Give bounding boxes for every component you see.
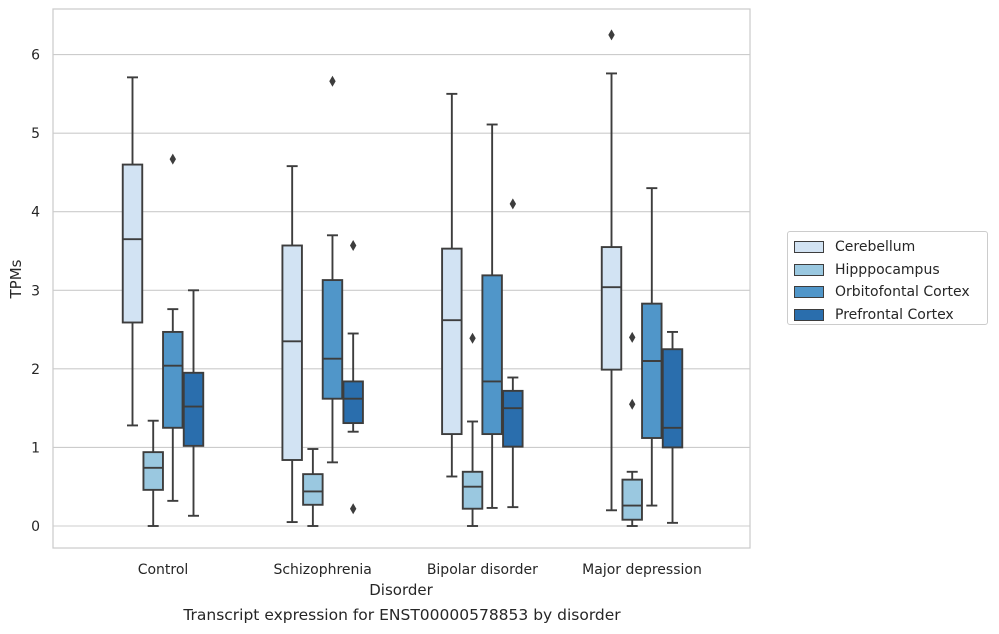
box-orbitofontal-cortex xyxy=(481,123,503,509)
box-cerebellum xyxy=(441,92,463,478)
x-tick-labels: Control Schizophrenia Bipolar disorder Majo… xyxy=(138,562,702,578)
box-cerebellum xyxy=(281,165,303,524)
y-axis-label: TPMs xyxy=(7,259,25,299)
box-iqr xyxy=(142,451,164,491)
legend-item-prefrontal-cortex: Prefrontal Cortex xyxy=(794,304,981,327)
box-orbitofontal-cortex xyxy=(162,153,184,502)
box-iqr xyxy=(641,302,663,439)
outlier-point xyxy=(608,29,615,41)
box-iqr xyxy=(661,348,684,449)
outlier-point xyxy=(169,153,176,165)
box-iqr xyxy=(281,244,303,461)
outlier-point xyxy=(629,398,636,410)
legend-label: Orbitofontal Cortex xyxy=(835,284,970,301)
box-iqr xyxy=(600,246,623,371)
x-tick-label: Schizophrenia xyxy=(273,562,371,578)
legend-swatch xyxy=(794,241,824,254)
legend-label: Hipppocampus xyxy=(835,261,940,278)
box-prefrontal-cortex xyxy=(661,330,684,524)
box-hipppocampus xyxy=(302,448,324,527)
y-tick-label: 1 xyxy=(31,440,40,456)
box-iqr xyxy=(441,247,463,436)
box-series xyxy=(121,29,684,527)
box-iqr xyxy=(162,330,184,429)
box-iqr xyxy=(121,163,144,324)
outlier-point xyxy=(329,75,336,87)
plot-area-frame xyxy=(52,8,751,549)
box-orbitofontal-cortex xyxy=(321,75,344,464)
outlier-point xyxy=(629,331,636,343)
y-tick-label: 5 xyxy=(31,126,40,142)
y-tick-label: 6 xyxy=(31,48,40,64)
box-prefrontal-cortex xyxy=(342,240,364,515)
legend-item-orbitofontal-cortex: Orbitofontal Cortex xyxy=(794,281,981,304)
box-hipppocampus xyxy=(461,332,484,527)
y-tick-labels: 0 1 2 3 4 5 6 xyxy=(31,48,40,535)
box-iqr xyxy=(461,470,484,510)
box-iqr xyxy=(621,478,643,521)
chart-caption: Transcript expression for ENST0000057885… xyxy=(183,606,621,624)
box-hipppocampus xyxy=(142,419,164,527)
box-prefrontal-cortex xyxy=(182,289,205,517)
plot-area-background xyxy=(53,9,750,548)
x-tick-label: Bipolar disorder xyxy=(427,562,538,578)
outlier-point xyxy=(469,332,476,344)
y-tick-label: 4 xyxy=(31,205,40,221)
box-hipppocampus xyxy=(621,331,643,527)
legend-swatch xyxy=(794,286,824,299)
box-orbitofontal-cortex xyxy=(641,187,663,507)
outlier-point xyxy=(509,198,517,210)
legend-item-cerebellum: Cerebellum xyxy=(794,236,981,259)
x-axis-label: Disorder xyxy=(369,581,433,599)
box-prefrontal-cortex xyxy=(502,198,524,509)
x-tick-label: Control xyxy=(138,562,189,578)
legend-item-hipppocampus: Hipppocampus xyxy=(794,259,981,282)
box-iqr xyxy=(481,274,503,436)
legend-label: Cerebellum xyxy=(835,239,916,256)
box-iqr xyxy=(321,279,344,400)
outlier-point xyxy=(349,503,357,515)
legend: Cerebellum Hipppocampus Orbitofontal Cor… xyxy=(787,231,988,325)
box-iqr xyxy=(302,473,324,506)
box-iqr xyxy=(502,389,524,448)
x-tick-label: Major depression xyxy=(582,562,702,578)
legend-swatch xyxy=(794,263,824,276)
box-iqr xyxy=(342,380,364,425)
box-cerebellum xyxy=(600,29,623,512)
y-tick-label: 0 xyxy=(31,519,40,535)
legend-label: Prefrontal Cortex xyxy=(835,306,954,323)
y-tick-label: 2 xyxy=(31,362,40,378)
y-tick-label: 3 xyxy=(31,283,40,299)
box-iqr xyxy=(182,371,205,447)
outlier-point xyxy=(349,240,357,251)
box-cerebellum xyxy=(121,76,144,427)
legend-swatch xyxy=(794,308,824,321)
